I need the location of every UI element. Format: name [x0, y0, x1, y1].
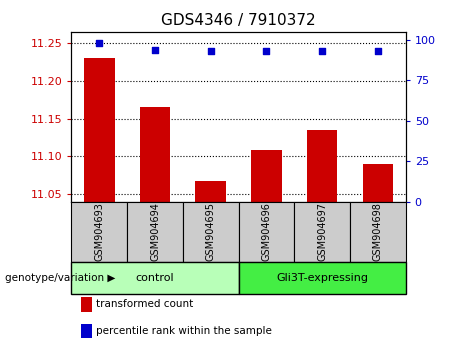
Point	[374, 48, 382, 54]
Text: control: control	[136, 273, 174, 283]
Text: Gli3T-expressing: Gli3T-expressing	[276, 273, 368, 283]
Bar	[307, 130, 337, 202]
Bar	[127, 202, 183, 262]
Bar	[183, 202, 238, 262]
Bar	[84, 58, 115, 202]
Bar	[140, 107, 170, 202]
Text: GSM904697: GSM904697	[317, 202, 327, 261]
Text: GSM904696: GSM904696	[261, 202, 272, 261]
Point	[207, 48, 214, 54]
Bar	[71, 202, 127, 262]
Text: GSM904698: GSM904698	[373, 202, 383, 261]
Bar	[238, 262, 406, 294]
Text: GSM904693: GSM904693	[95, 202, 104, 261]
Bar	[294, 202, 350, 262]
Point	[263, 48, 270, 54]
Bar	[251, 150, 282, 202]
Bar	[362, 164, 393, 202]
Bar	[350, 202, 406, 262]
Point	[319, 48, 326, 54]
Text: GSM904695: GSM904695	[206, 202, 216, 261]
Point	[95, 40, 103, 46]
Bar	[238, 202, 294, 262]
Text: percentile rank within the sample: percentile rank within the sample	[96, 326, 272, 336]
Text: genotype/variation ▶: genotype/variation ▶	[5, 273, 115, 283]
Point	[151, 47, 159, 52]
Text: transformed count: transformed count	[96, 299, 193, 309]
Text: GSM904694: GSM904694	[150, 202, 160, 261]
Title: GDS4346 / 7910372: GDS4346 / 7910372	[161, 13, 316, 28]
Bar	[71, 262, 239, 294]
Bar	[195, 181, 226, 202]
